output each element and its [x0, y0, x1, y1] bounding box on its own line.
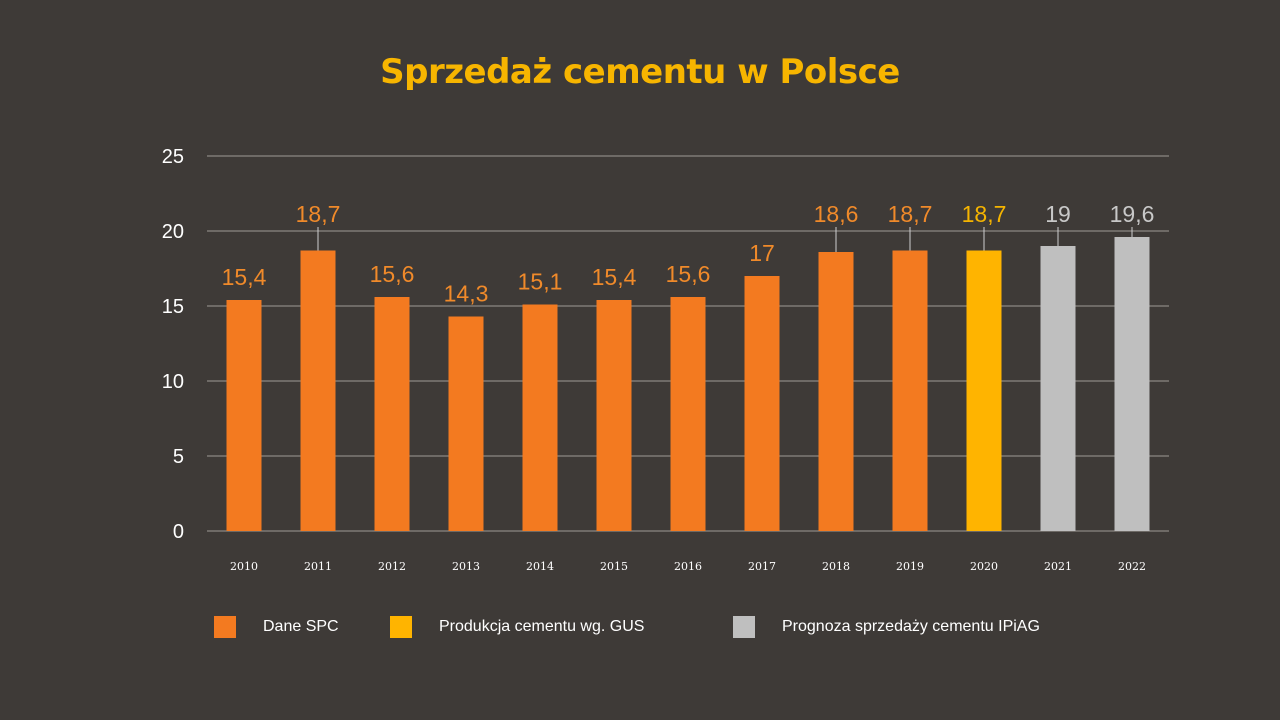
bar [744, 276, 780, 531]
x-tick-label: 2010 [230, 560, 258, 573]
x-tick-label: 2012 [378, 560, 406, 573]
data-label: 15,4 [592, 264, 637, 290]
x-tick-label: 2020 [970, 560, 998, 573]
data-label: 15,4 [222, 264, 267, 290]
x-tick-label: 2019 [896, 560, 924, 573]
bar [1114, 237, 1150, 531]
bar [818, 252, 854, 531]
data-labels: 15,4 18,7 15,6 14,3 15,1 15,4 15,6 17 18,6 18,7 18… [222, 201, 1155, 307]
data-label: 17 [749, 240, 775, 266]
data-label: 18,7 [962, 201, 1007, 227]
x-tick-label: 2018 [822, 560, 850, 573]
y-axis-ticks: 0 5 10 15 20 25 [162, 146, 184, 543]
legend-swatch-gus [390, 616, 412, 638]
x-tick-label: 2014 [526, 560, 554, 573]
bar [1040, 246, 1076, 531]
y-tick-label: 15 [162, 296, 184, 318]
x-tick-label: 2017 [748, 560, 776, 573]
bars [226, 237, 1150, 531]
y-tick-label: 10 [162, 371, 184, 393]
bar [670, 297, 706, 531]
bar [374, 297, 410, 531]
bar [300, 250, 336, 531]
chart-title: Sprzedaż cementu w Polsce [380, 52, 900, 92]
legend-label-gus: Produkcja cementu wg. GUS [439, 618, 645, 635]
data-label: 18,6 [814, 201, 859, 227]
bar [522, 304, 558, 531]
data-label: 18,7 [888, 201, 933, 227]
data-label: 19,6 [1110, 201, 1155, 227]
y-tick-label: 25 [162, 146, 184, 168]
bar [448, 316, 484, 531]
bar [226, 300, 262, 531]
data-label: 19 [1045, 201, 1071, 227]
y-tick-label: 0 [173, 521, 184, 543]
legend-swatch-dane-spc [214, 616, 236, 638]
data-label: 15,6 [370, 261, 415, 287]
bar [966, 250, 1002, 531]
x-tick-label: 2013 [452, 560, 480, 573]
y-tick-label: 5 [173, 446, 184, 468]
data-label: 15,6 [666, 261, 711, 287]
x-tick-label: 2011 [304, 560, 332, 573]
legend-item-dane-spc: Dane SPC [214, 615, 339, 639]
legend-label-dane-spc: Dane SPC [263, 618, 339, 635]
legend-swatch-ipiag [733, 616, 755, 638]
data-label: 14,3 [444, 281, 489, 307]
x-axis-ticks: 2010 2011 2012 2013 2014 2015 2016 2017 2018 2019… [230, 560, 1146, 573]
x-tick-label: 2022 [1118, 560, 1146, 573]
legend-item-ipiag: Prognoza sprzedaży cementu IPiAG [733, 615, 1040, 639]
data-label: 18,7 [296, 201, 341, 227]
x-tick-label: 2016 [674, 560, 702, 573]
legend-item-gus: Produkcja cementu wg. GUS [390, 615, 644, 639]
bar [892, 250, 928, 531]
y-tick-label: 20 [162, 221, 184, 243]
data-label: 15,1 [518, 269, 563, 295]
bar [596, 300, 632, 531]
x-tick-label: 2021 [1044, 560, 1072, 573]
legend-label-ipiag: Prognoza sprzedaży cementu IPiAG [782, 618, 1040, 635]
x-tick-label: 2015 [600, 560, 628, 573]
